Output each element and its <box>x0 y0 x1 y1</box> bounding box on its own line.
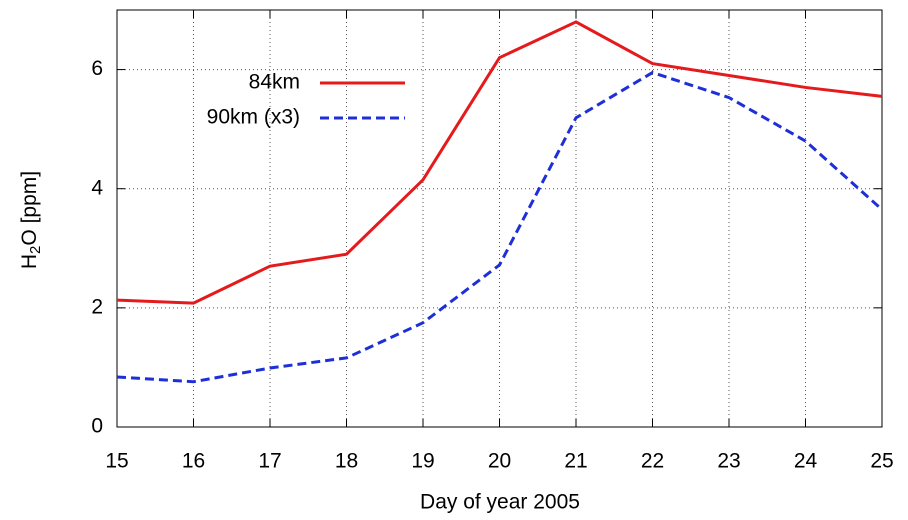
x-tick-label: 22 <box>641 450 664 473</box>
y-tick-label: 0 <box>91 415 103 438</box>
series-line <box>116 70 884 384</box>
series-line <box>116 20 883 305</box>
legend-label: 84km <box>249 71 300 94</box>
x-axis-label: Day of year 2005 <box>420 491 580 514</box>
x-tick-label: 16 <box>182 450 205 473</box>
y-axis-label: H2O [ppm] <box>18 171 44 269</box>
x-tick-label: 15 <box>105 450 128 473</box>
y-tick-label: 2 <box>91 295 103 318</box>
legend-label: 90km (x3) <box>207 106 300 129</box>
y-label-sub: 2 <box>27 246 44 254</box>
x-tick-label: 21 <box>564 450 587 473</box>
x-tick-label: 18 <box>335 450 358 473</box>
x-tick-label: 23 <box>717 450 740 473</box>
y-tick-label: 6 <box>91 57 103 80</box>
x-tick-label: 19 <box>411 450 434 473</box>
plot-frame <box>116 9 883 428</box>
y-tick-label: 4 <box>91 176 103 199</box>
x-tick-label: 17 <box>258 450 281 473</box>
x-tick-label: 25 <box>870 450 893 473</box>
y-label-main: H <box>18 254 41 269</box>
x-tick-label: 24 <box>794 450 818 473</box>
x-tick-label: 20 <box>488 450 511 473</box>
y-label-rest: O [ppm] <box>18 171 41 246</box>
